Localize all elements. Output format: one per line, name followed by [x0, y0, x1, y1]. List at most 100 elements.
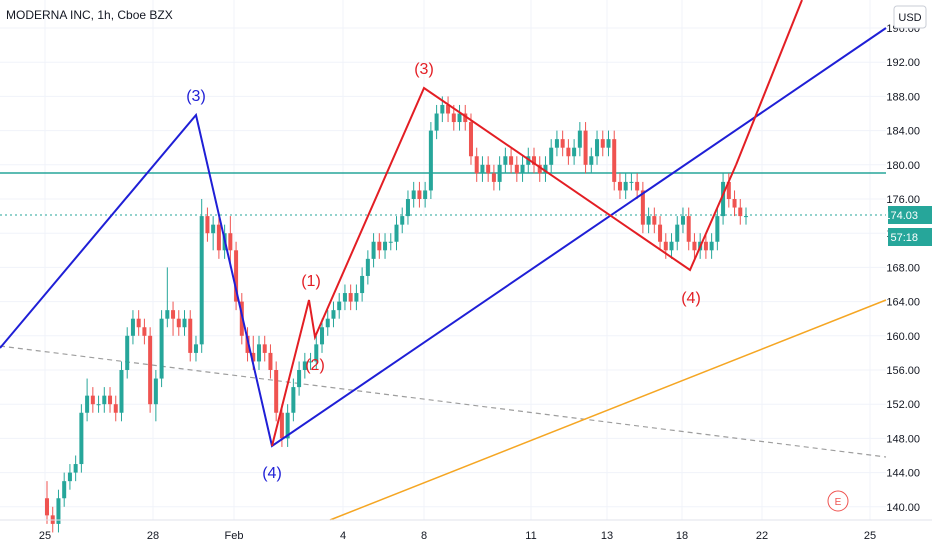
candle [709, 233, 714, 259]
candle-body [188, 318, 193, 353]
candle [480, 156, 485, 182]
candle-body [342, 293, 347, 302]
red-wave-extension [735, 0, 803, 166]
candle [468, 113, 473, 165]
candle-body [96, 404, 101, 406]
price-badge [888, 206, 932, 224]
x-tick-label: 4 [340, 530, 346, 542]
candle-body [377, 241, 382, 251]
candle-body [663, 241, 668, 251]
candle [96, 395, 101, 413]
candle-body [417, 190, 422, 199]
candle-body [457, 113, 462, 123]
candle [583, 122, 588, 174]
candle [652, 207, 657, 234]
candle [635, 173, 640, 199]
candle [732, 190, 737, 217]
candle-body [348, 293, 353, 302]
candle [417, 181, 422, 208]
candle [423, 181, 428, 208]
candle [113, 395, 118, 422]
candle [474, 147, 479, 182]
x-tick-label: 28 [147, 530, 159, 542]
candle [428, 122, 433, 199]
candle [572, 139, 577, 165]
candle [491, 164, 496, 191]
candle-body [285, 412, 290, 439]
y-tick-label: 140.00 [886, 502, 920, 514]
candle-body [652, 216, 657, 225]
candle [108, 387, 113, 413]
candle-body [320, 327, 325, 345]
candle-body [583, 130, 588, 165]
candle [85, 378, 90, 422]
candle [308, 352, 313, 370]
earnings-marker-label: E [835, 497, 842, 508]
candle [130, 310, 135, 345]
candle-body [314, 344, 319, 362]
candle-body [383, 241, 388, 251]
candle [405, 190, 410, 225]
candle-body [537, 164, 542, 174]
countdown-badge [888, 228, 932, 246]
candle [337, 293, 342, 319]
candle-body [245, 335, 250, 353]
candle-body [302, 361, 307, 370]
candle-body [205, 216, 210, 234]
candle-body [171, 310, 176, 319]
axes: 196.00192.00188.00184.00180.00176.00172.… [0, 5, 932, 542]
candle-body [572, 147, 577, 157]
candle-body [451, 113, 456, 123]
candle-body [617, 181, 622, 191]
candle-body [400, 216, 405, 225]
candle [256, 335, 261, 370]
candle-body [646, 216, 651, 225]
candle-body [721, 181, 726, 217]
red-wave-line [271, 86, 737, 447]
candle-body [411, 190, 416, 199]
candle-body [79, 412, 84, 465]
candle-body [62, 481, 67, 499]
x-tick-label: Feb [225, 530, 244, 542]
candle [738, 199, 743, 225]
candle [537, 156, 542, 182]
candle-body [738, 207, 743, 217]
candles [44, 96, 749, 533]
y-tick-label: 192.00 [886, 57, 920, 69]
y-tick-label: 148.00 [886, 433, 920, 445]
candle-body [216, 224, 221, 251]
candle [411, 181, 416, 208]
x-tick-label: 8 [421, 530, 427, 542]
candle-body [675, 224, 680, 242]
candle [67, 464, 72, 490]
x-tick-label: 11 [525, 530, 536, 542]
candle [577, 122, 582, 157]
candle [228, 216, 233, 268]
candle-body [388, 241, 393, 243]
candle [560, 130, 565, 157]
candle-body [394, 224, 399, 242]
candle [400, 207, 405, 234]
candle [165, 267, 170, 328]
candle-body [90, 395, 95, 405]
candle-body [595, 139, 600, 157]
candle [199, 199, 204, 353]
candle [348, 284, 353, 311]
y-tick-label: 160.00 [886, 331, 920, 343]
candle [646, 207, 651, 234]
candle-body [446, 104, 451, 114]
candle-body [703, 241, 708, 251]
candle-body [623, 181, 628, 191]
candle-body [308, 361, 313, 363]
candle-body [543, 164, 548, 174]
candle [715, 207, 720, 251]
candle-body [726, 181, 731, 199]
candle-body [463, 113, 468, 123]
candle-body [182, 318, 187, 328]
candle [371, 233, 376, 268]
y-tick-label: 164.00 [886, 297, 920, 309]
candle-body [176, 318, 181, 328]
candle-body [428, 130, 433, 191]
candle-body [153, 378, 158, 405]
x-tick-label: 13 [601, 530, 613, 542]
